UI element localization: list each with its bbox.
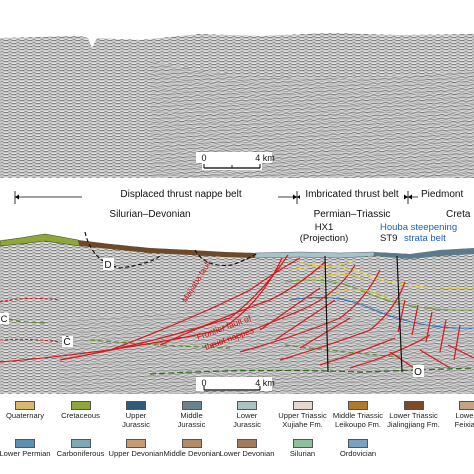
legend-item: Cretaceous	[53, 401, 109, 421]
belt-displaced-title: Displaced thrust nappe belt	[120, 189, 241, 200]
legend-swatch	[237, 439, 257, 448]
lower-scale-bar: 0 4 km	[196, 377, 275, 391]
legend-label: Jurassic	[177, 419, 206, 429]
legend-swatch	[70, 439, 91, 448]
legend-swatch	[126, 401, 146, 410]
legend-item: Ordovician	[330, 439, 386, 459]
belt-piedmont-title: Piedmont	[421, 189, 463, 200]
horizon-yellow	[289, 265, 474, 289]
legend-item: Upper Devonian	[108, 439, 164, 459]
red-dashed-horizon	[0, 297, 61, 343]
upper-scale-bar: 0 4 km	[196, 152, 275, 170]
legend-label: Silurian	[289, 449, 316, 458]
legend-swatch	[237, 401, 257, 410]
legend-swatch	[348, 439, 368, 448]
legend-swatch	[126, 439, 146, 448]
lower-scale-end: 4 km	[255, 378, 275, 388]
lower-scale-start: 0	[201, 378, 206, 388]
formation-permian-triassic: Permian–Triassic	[314, 209, 391, 220]
legend-label: Lower Devonian	[219, 449, 275, 458]
legend-label: Feixiang	[454, 419, 474, 429]
well-hx1-trace	[324, 255, 329, 373]
legend-item: Lower Devonian	[219, 439, 275, 459]
legend-label: Upper Devonian	[108, 449, 164, 458]
legend-swatch	[15, 401, 35, 410]
lower-interpreted-panel: HX1 (Projection) ST9 Houba steepening st…	[0, 220, 474, 394]
cretaceous-surface-right	[374, 248, 474, 259]
legend-swatch	[459, 401, 474, 410]
houba-belt-label-2: strata belt	[404, 233, 446, 244]
horizon-c-label-left: C	[1, 314, 8, 325]
silurian-devonian-surface	[78, 240, 255, 258]
legend-item: Middle Triassic Leikoupo Fm.	[330, 401, 386, 429]
legend-label: Upper	[125, 411, 147, 420]
legend-item: Silurian	[275, 439, 331, 459]
horizon-blue	[289, 296, 474, 329]
horizon-o-label: O	[414, 367, 422, 378]
formation-cretaceous: Creta	[446, 209, 471, 220]
legend-item: Carboniferous	[53, 439, 109, 459]
legend-item: Lower Jurassic	[219, 401, 275, 429]
yellow-thrust-traces	[299, 261, 393, 301]
legend-label: Leikoupo Fm.	[334, 419, 381, 429]
legend-label: Lower Permian	[0, 449, 51, 458]
legend-label: Jialingjiang Fm.	[387, 419, 440, 429]
legend-label: Lower	[236, 411, 258, 420]
legend-label: Upper Triassic	[278, 411, 327, 420]
legend-label: Lower Triassic	[389, 411, 438, 420]
legend-label: Quaternary	[6, 411, 44, 420]
legend-item: Middle Devonian	[164, 439, 220, 459]
legend-label: Middle Devonian	[163, 449, 221, 458]
legend-item: Lower Permian	[0, 439, 53, 459]
well-hx1-projection-note: (Projection)	[300, 233, 349, 244]
upper-scale-start: 0	[201, 153, 206, 163]
upper-seismic-panel: 0 4 km	[0, 33, 474, 178]
well-st9-trace	[396, 255, 403, 373]
upper-seismic-overlay	[150, 60, 474, 178]
legend-label: Ordovician	[339, 449, 377, 458]
horizon-c-label: Ĉ	[63, 335, 70, 348]
legend: Quaternary Cretaceous Upper Jurassic Middle J…	[0, 397, 474, 474]
legend-label: Cretaceous	[61, 411, 100, 420]
legend-label: Jurassic	[233, 419, 261, 429]
legend-swatch	[292, 439, 313, 448]
belt-headers: Displaced thrust nappe belt Imbricated t…	[14, 188, 474, 220]
legend-item: Upper Jurassic	[108, 401, 164, 429]
well-hx1-label: HX1	[315, 222, 333, 233]
legend-swatch	[181, 439, 202, 448]
horizon-d-label: D	[104, 260, 111, 271]
legend-label: Lower T	[455, 411, 474, 420]
horizon-d-dashed	[84, 231, 259, 269]
legend-label: Middle Triassic	[332, 411, 384, 420]
legend-item: Quaternary	[0, 401, 53, 421]
houba-belt-label-1: Houba steepening	[380, 222, 457, 233]
horizon-green-upper	[284, 279, 474, 311]
upper-scale-end: 4 km	[255, 153, 275, 163]
legend-swatch	[403, 401, 424, 410]
legend-item: Upper Triassic Xujiahe Fm.	[275, 401, 331, 429]
legend-label: Xujiahe Fm.	[282, 419, 323, 429]
legend-swatch	[181, 401, 202, 410]
belt-imbricated-title: Imbricated thrust belt	[305, 189, 399, 200]
triassic-surface	[254, 251, 375, 259]
formation-silurian-devonian: Silurian–Devonian	[109, 209, 190, 220]
legend-item: Lower Triassic Jialingjiang Fm.	[386, 401, 442, 429]
legend-swatch	[292, 401, 313, 410]
legend-swatch	[348, 401, 368, 410]
horizon-o-dashed	[149, 367, 474, 375]
legend-swatch	[70, 401, 91, 410]
legend-item: Lower TFeixiang	[441, 401, 474, 429]
legend-item: Middle Jurassic	[164, 401, 220, 429]
legend-swatch	[15, 439, 35, 448]
legend-label: Jurassic	[122, 419, 150, 429]
legend-label: Carboniferous	[56, 449, 105, 458]
legend-label: Middle	[180, 411, 203, 420]
well-st9-label: ST9	[380, 233, 397, 244]
